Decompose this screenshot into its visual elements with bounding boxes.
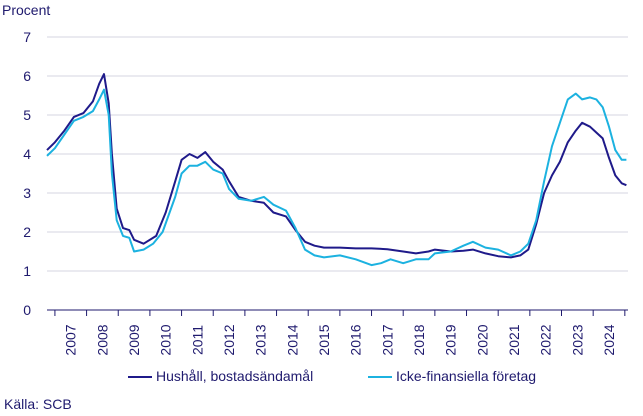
- legend-label-1: Hushåll, bostadsändamål: [156, 368, 313, 384]
- y-tick-label: 7: [23, 29, 31, 45]
- legend: Hushåll, bostadsändamål Icke-finansiella …: [128, 368, 536, 384]
- y-tick-label: 2: [23, 224, 31, 240]
- y-tick-label: 3: [23, 185, 31, 201]
- x-tick-label: 2012: [221, 324, 237, 355]
- x-tick-label: 2023: [569, 324, 585, 355]
- x-tick-label: 2024: [601, 324, 617, 355]
- x-tick-label: 2013: [253, 324, 269, 355]
- x-tick-label: 2014: [284, 324, 300, 355]
- line-chart: Procent 0 1 2 3 4 5 6 7 2007 2008 2009 2010 2011 201…: [2, 2, 628, 384]
- series-line-2: [46, 88, 627, 267]
- x-tick-label: 2017: [379, 324, 395, 355]
- x-tick-label: 2010: [158, 324, 174, 355]
- series-lines: [46, 73, 627, 267]
- x-tick-label: 2007: [63, 324, 79, 355]
- gridlines: [47, 36, 628, 311]
- series-line-1: [46, 73, 627, 259]
- x-tick-label: 2021: [506, 324, 522, 355]
- x-tick-label: 2009: [126, 324, 142, 355]
- y-axis-title: Procent: [2, 2, 50, 18]
- y-tick-label: 1: [23, 263, 31, 279]
- legend-label-2: Icke-finansiella företag: [396, 368, 536, 384]
- y-tick-labels: 0 1 2 3 4 5 6 7: [23, 29, 31, 318]
- y-tick-label: 4: [23, 146, 31, 162]
- y-tick-label: 5: [23, 107, 31, 123]
- x-tick-label: 2008: [94, 324, 110, 355]
- x-tick-label: 2015: [316, 324, 332, 355]
- x-tick-label: 2016: [348, 324, 364, 355]
- x-tick-labels: 2007 2008 2009 2010 2011 2012 2013 2014 2015 2016…: [54, 310, 626, 356]
- y-tick-label: 6: [23, 68, 31, 84]
- x-tick-label: 2011: [189, 325, 205, 355]
- y-tick-label: 0: [23, 302, 31, 318]
- x-tick-label: 2018: [411, 324, 427, 355]
- x-tick-label: 2019: [443, 324, 459, 355]
- x-tick-label: 2022: [538, 324, 554, 355]
- x-tick-label: 2020: [474, 324, 490, 355]
- source-note: Källa: SCB: [4, 396, 72, 412]
